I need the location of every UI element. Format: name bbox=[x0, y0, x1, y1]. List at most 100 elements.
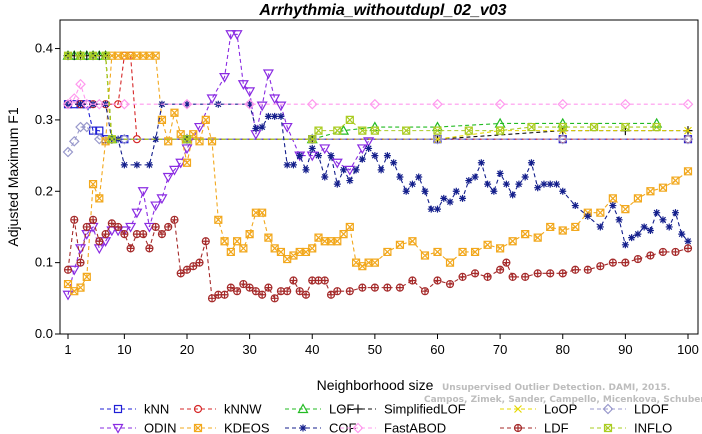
data-point bbox=[608, 194, 617, 203]
data-point bbox=[208, 294, 216, 302]
data-point bbox=[225, 30, 237, 40]
x-tick-label: 1 bbox=[64, 342, 71, 357]
data-point bbox=[521, 272, 530, 282]
data-point bbox=[239, 279, 248, 289]
plot-frame bbox=[59, 19, 699, 335]
series-ldf bbox=[63, 215, 693, 303]
data-point bbox=[665, 223, 673, 231]
data-point bbox=[88, 126, 98, 135]
data-point bbox=[646, 251, 655, 260]
data-point bbox=[621, 241, 629, 249]
data-point bbox=[345, 287, 354, 296]
data-point bbox=[264, 112, 272, 120]
data-point bbox=[496, 169, 504, 177]
data-point bbox=[508, 272, 517, 282]
data-point bbox=[182, 135, 192, 144]
data-point bbox=[371, 284, 379, 292]
data-point bbox=[558, 122, 567, 132]
data-point bbox=[302, 291, 310, 299]
data-point bbox=[70, 215, 79, 224]
data-point bbox=[76, 51, 85, 60]
data-point bbox=[227, 284, 235, 292]
data-point bbox=[420, 287, 430, 296]
data-point bbox=[93, 98, 105, 110]
data-point bbox=[308, 244, 317, 253]
data-point bbox=[157, 229, 167, 239]
y-tick-label: 0.3 bbox=[35, 112, 53, 127]
legend-entry-knnw: kNNW bbox=[180, 402, 262, 417]
data-point bbox=[558, 269, 567, 278]
data-point bbox=[76, 283, 85, 292]
plot-area bbox=[62, 30, 694, 303]
data-point bbox=[333, 237, 342, 246]
data-point bbox=[95, 237, 104, 246]
series-fastabod bbox=[62, 78, 694, 110]
data-point bbox=[275, 101, 287, 112]
data-point bbox=[333, 126, 342, 135]
chart-title: Arrhythmia_withoutdupl_02_v03 bbox=[258, 2, 506, 19]
data-point bbox=[88, 215, 98, 224]
data-point bbox=[395, 240, 405, 249]
data-point bbox=[415, 173, 423, 181]
data-point bbox=[465, 177, 473, 185]
data-point bbox=[64, 266, 72, 274]
legend-label: LoOP bbox=[544, 402, 577, 417]
data-point bbox=[628, 234, 636, 242]
data-point bbox=[427, 205, 435, 213]
data-point bbox=[621, 259, 629, 267]
data-point bbox=[245, 229, 254, 239]
data-point bbox=[327, 152, 335, 160]
data-point bbox=[571, 202, 579, 210]
data-point bbox=[408, 237, 417, 246]
data-point bbox=[201, 115, 210, 125]
data-point bbox=[302, 166, 310, 174]
legend-label: INFLO bbox=[634, 421, 672, 434]
data-point bbox=[193, 122, 206, 133]
data-point bbox=[196, 259, 204, 267]
data-point bbox=[189, 262, 197, 270]
data-point bbox=[509, 273, 517, 281]
data-point bbox=[383, 152, 391, 160]
data-point bbox=[684, 244, 692, 252]
data-point bbox=[145, 244, 154, 253]
data-point bbox=[306, 151, 318, 162]
data-point bbox=[502, 259, 510, 267]
data-point bbox=[352, 166, 360, 174]
data-point bbox=[633, 194, 642, 203]
data-point bbox=[658, 183, 668, 192]
axes: 1 10 20 30 40 50 60 70 80 90 100 0.0 0.1 0.2 0.3 0.4 bbox=[35, 19, 699, 357]
data-point bbox=[620, 98, 631, 110]
data-point bbox=[496, 266, 504, 274]
data-point bbox=[74, 244, 87, 255]
data-point bbox=[559, 269, 567, 277]
data-point bbox=[370, 258, 379, 267]
data-point bbox=[684, 237, 692, 245]
data-point bbox=[589, 122, 599, 132]
data-point bbox=[377, 166, 385, 174]
data-point bbox=[682, 98, 694, 110]
data-point bbox=[151, 222, 160, 232]
data-point bbox=[226, 247, 235, 257]
data-point bbox=[358, 155, 366, 163]
data-point bbox=[182, 265, 192, 274]
data-point bbox=[270, 294, 279, 303]
legend-entry-kdeos: KDEOS bbox=[180, 421, 270, 434]
data-point bbox=[658, 247, 668, 257]
data-point bbox=[395, 283, 405, 292]
data-point bbox=[533, 269, 542, 278]
data-point bbox=[646, 227, 654, 235]
data-point bbox=[119, 98, 130, 110]
data-point bbox=[101, 229, 110, 239]
data-point bbox=[158, 230, 166, 238]
data-point bbox=[432, 133, 443, 145]
data-point bbox=[408, 180, 416, 188]
data-point bbox=[546, 269, 554, 277]
y-tick-label: 0.1 bbox=[35, 255, 53, 270]
data-point bbox=[82, 272, 91, 282]
legend-marker bbox=[193, 404, 203, 414]
data-point bbox=[527, 122, 536, 132]
data-point bbox=[683, 167, 693, 176]
legend-label: KDEOS bbox=[224, 421, 270, 434]
x-tick-label: 100 bbox=[677, 342, 699, 357]
data-point bbox=[596, 208, 605, 217]
